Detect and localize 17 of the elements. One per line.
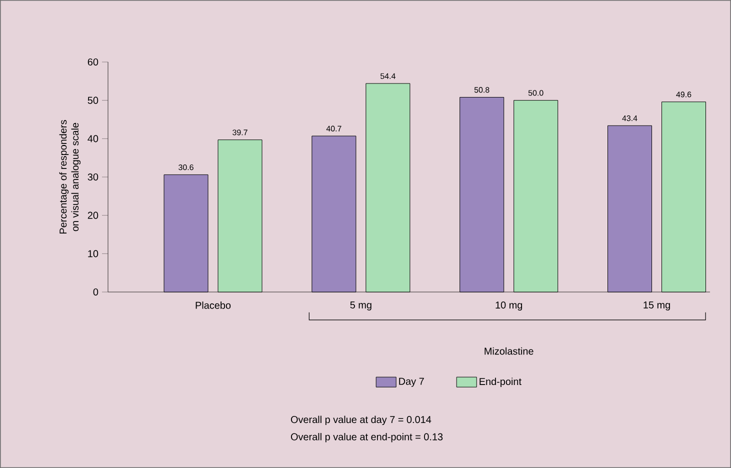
y-tick-label: 30 — [88, 173, 98, 181]
text: Overall p value at day 7 = 0.014 — [290, 416, 432, 426]
y-tick-label: 20 — [88, 212, 98, 219]
text: Overall p value at end-point = 0.13 — [290, 433, 443, 442]
y-axis-title: Percentage of responders on visual analogue scale — [59, 120, 81, 234]
y-tick-label: 10 — [88, 250, 98, 258]
legend-label: Day 7 — [399, 378, 424, 387]
y-tick-label: 50 — [88, 96, 98, 104]
y-tick-label: 0 — [93, 288, 98, 296]
legend-label: End-point — [480, 378, 522, 388]
y-tick-label: 60 — [88, 58, 98, 66]
x-tick-label: 10 mg — [496, 302, 522, 311]
x-tick-label: 15 mg — [644, 302, 670, 310]
text: Mizolastine — [484, 347, 534, 355]
x-tick-label: 5 mg — [350, 302, 372, 310]
x-tick-label: Placebo — [196, 302, 231, 309]
y-tick-label: 40 — [88, 135, 98, 142]
